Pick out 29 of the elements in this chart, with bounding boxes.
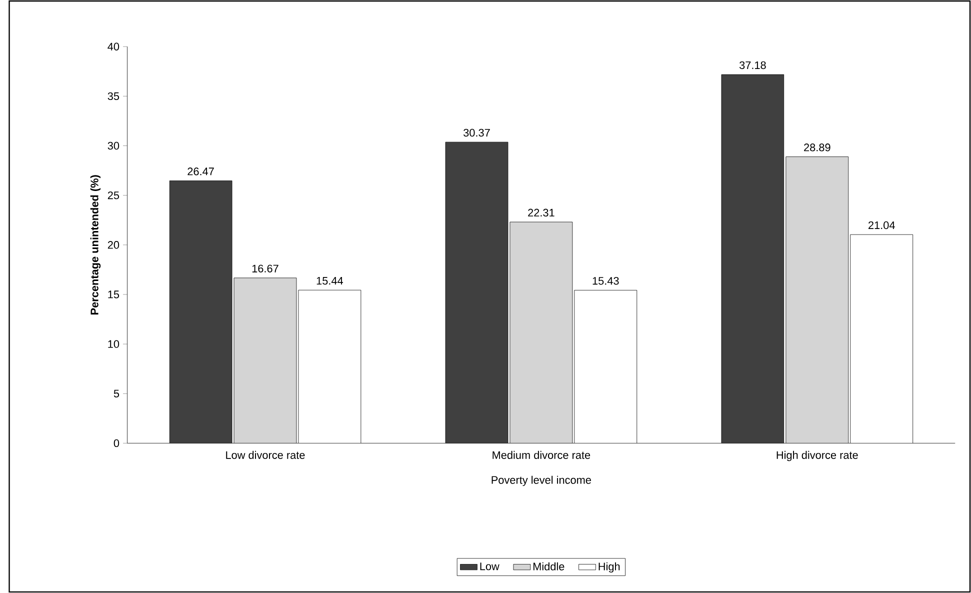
legend-label: Middle	[533, 562, 564, 570]
data-label: 15.43	[592, 277, 619, 285]
y-tick-label: 20	[108, 241, 120, 249]
y-tick-label: 5	[114, 390, 120, 398]
legend-label: High	[598, 562, 620, 573]
y-tick-label: 30	[108, 142, 120, 150]
y-tick-label: 25	[108, 192, 120, 200]
data-label: 21.04	[868, 221, 895, 230]
bar	[786, 156, 849, 444]
y-axis-title: Percentage unintended (%)	[90, 175, 101, 315]
data-label: 37.18	[739, 61, 766, 70]
bar	[234, 278, 296, 444]
x-tick-label: Medium divorce rate	[492, 450, 590, 459]
data-label: 26.47	[188, 168, 214, 176]
y-tick-label: 40	[108, 42, 120, 51]
data-label: 28.89	[804, 144, 830, 152]
y-tick-label: 10	[108, 340, 120, 348]
y-tick-label: 0	[114, 439, 120, 448]
data-label: 22.31	[528, 208, 554, 217]
x-axis-title: Poverty level income	[492, 476, 591, 486]
y-tick-label: 15	[108, 290, 120, 298]
y-tick-label: 35	[108, 92, 120, 100]
data-label: 30.37	[464, 128, 490, 137]
x-tick-label: Low divorce rate	[226, 450, 305, 459]
legend-label: Low	[480, 562, 500, 570]
data-label: 16.67	[252, 264, 278, 272]
x-tick-label: High divorce rate	[776, 450, 858, 462]
data-label: 15.44	[316, 277, 343, 285]
bar	[510, 222, 572, 444]
